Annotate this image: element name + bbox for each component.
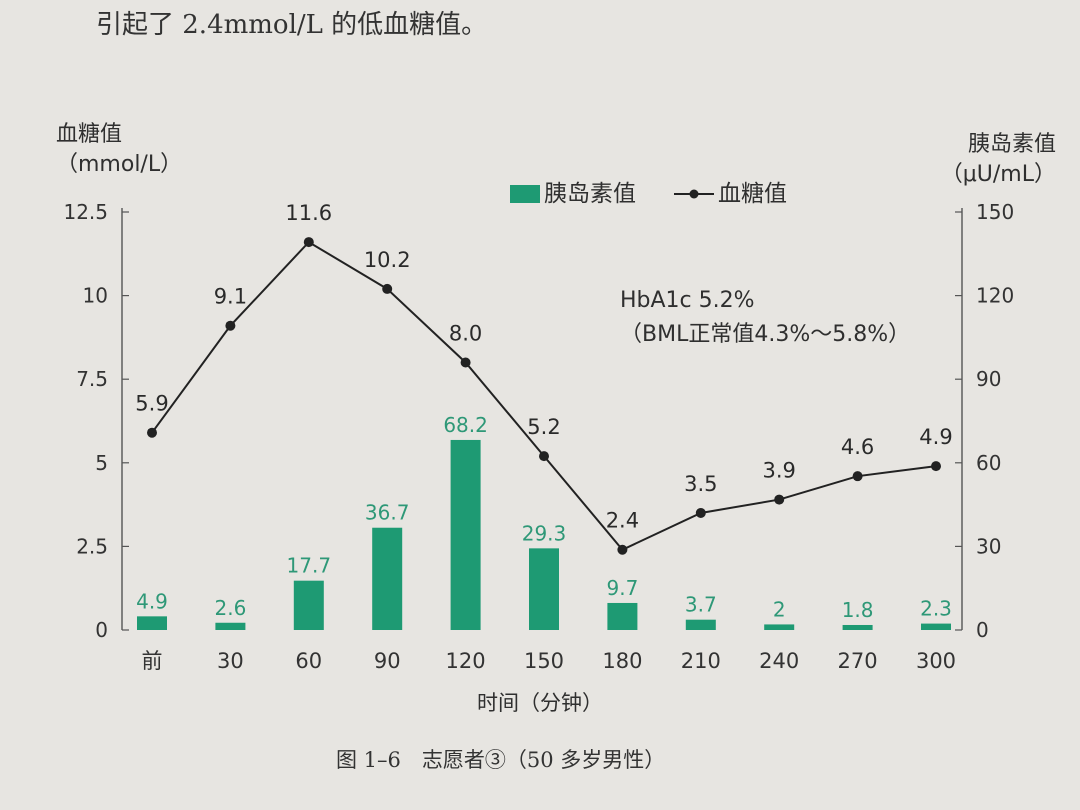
legend-bar-label: 胰岛素值: [544, 181, 636, 207]
glucose-point: [382, 283, 393, 294]
insulin-bar: [921, 623, 951, 630]
glucose-point-label: 2.4: [606, 509, 639, 533]
glucose-point: [695, 507, 706, 518]
glucose-point: [303, 237, 314, 248]
glucose-point-label: 10.2: [364, 248, 411, 272]
x-axis-tick-label: 前: [142, 649, 163, 673]
insulin-bar: [215, 622, 246, 630]
glucose-point: [931, 461, 941, 472]
insulin-bar-label: 36.7: [365, 501, 410, 525]
insulin-bar-label: 2.3: [920, 597, 952, 621]
figure-caption: 图 1–6 志愿者③（50 多岁男性）: [336, 748, 666, 772]
right-axis-tick-label: 60: [976, 451, 1001, 475]
x-axis-tick-label: 210: [681, 649, 721, 673]
x-axis-title: 时间（分钟）: [477, 691, 603, 715]
x-axis-tick-label: 30: [217, 649, 244, 673]
glucose-point-label: 3.5: [684, 472, 717, 496]
glucose-point: [225, 320, 236, 331]
insulin-bar: [372, 527, 403, 630]
hba1c-annotation: HbA1c 5.2% （BML正常值4.3%～5.8%）: [620, 284, 910, 352]
insulin-bar: [842, 624, 873, 630]
right-axis-tick-label: 0: [976, 618, 989, 642]
glucose-point-label: 5.9: [135, 392, 168, 416]
x-axis-tick-label: 150: [524, 649, 564, 673]
right-axis-title-line2: （μU/mL）: [940, 162, 1056, 187]
insulin-bar: [293, 580, 324, 630]
hba1c-value: HbA1c 5.2%: [620, 288, 755, 313]
insulin-bar-label: 2.6: [214, 596, 246, 620]
glucose-point-label: 4.9: [919, 425, 952, 449]
glucose-point: [617, 544, 628, 555]
x-axis-tick-label: 90: [374, 649, 401, 673]
insulin-bar-label: 17.7: [287, 554, 332, 578]
legend-line-sample: [674, 189, 714, 199]
insulin-bar-label: 68.2: [443, 413, 488, 437]
left-axis-tick-label: 2.5: [76, 534, 108, 558]
chart-legend: 胰岛素值 血糖值: [510, 174, 787, 208]
hba1c-normal-range: （BML正常值4.3%～5.8%）: [620, 322, 911, 347]
intro-text: 引起了 2.4mmol/L 的低血糖值。: [96, 10, 488, 40]
x-axis-tick-label: 120: [446, 649, 486, 673]
insulin-bar-label: 3.7: [685, 593, 717, 617]
right-axis-tick-label: 30: [976, 534, 1001, 558]
insulin-bar-label: 4.9: [136, 589, 168, 613]
right-axis-title: 胰岛素值 （μU/mL）: [941, 130, 1056, 190]
right-axis-tick-label: 120: [976, 284, 1014, 308]
glucose-point: [774, 494, 785, 505]
left-axis-tick-label: 7.5: [76, 367, 108, 391]
x-axis-tick-label: 270: [838, 649, 878, 673]
glucose-point-label: 5.2: [527, 415, 560, 439]
insulin-bar-label: 29.3: [522, 521, 567, 545]
insulin-bar: [450, 439, 481, 630]
left-axis-tick-label: 10: [83, 284, 108, 308]
left-axis-tick-label: 0: [95, 618, 108, 642]
x-axis-tick-label: 180: [602, 649, 642, 673]
x-axis-tick-label: 60: [295, 649, 322, 673]
insulin-bar: [764, 624, 795, 630]
glucose-point-label: 3.9: [762, 459, 795, 483]
right-axis-tick-label: 90: [976, 367, 1001, 391]
x-axis-tick-label: 240: [759, 649, 799, 673]
insulin-bar: [607, 602, 638, 630]
left-axis-title-line2: （mmol/L）: [56, 152, 183, 177]
left-axis-title: 血糖值 （mmol/L）: [56, 120, 182, 180]
glucose-point: [539, 451, 549, 462]
right-axis-title-line1: 胰岛素值: [967, 132, 1056, 157]
glucose-line: [151, 240, 937, 551]
insulin-bar-label: 2: [773, 597, 786, 621]
left-axis-tick-label: 5: [95, 451, 108, 475]
left-axis-title-line1: 血糖值: [56, 122, 123, 147]
glucose-point-label: 8.0: [449, 321, 482, 345]
glucose-point: [460, 357, 471, 368]
insulin-bar: [529, 548, 559, 630]
x-axis-tick-label: 300: [916, 649, 956, 673]
glucose-point: [852, 471, 863, 482]
glucose-point-label: 4.6: [841, 435, 874, 459]
insulin-bar-label: 9.7: [606, 576, 638, 600]
legend-bar-swatch: [510, 185, 540, 203]
insulin-bar: [137, 616, 167, 630]
legend-line-label: 血糖值: [718, 181, 787, 207]
left-axis-tick-label: 12.5: [63, 200, 108, 224]
glucose-point-label: 11.6: [285, 201, 332, 225]
right-axis-tick-label: 150: [976, 200, 1014, 224]
glucose-point: [147, 427, 157, 438]
insulin-bar-label: 1.8: [842, 598, 874, 622]
insulin-bar: [685, 619, 716, 630]
glucose-point-label: 9.1: [214, 285, 247, 309]
